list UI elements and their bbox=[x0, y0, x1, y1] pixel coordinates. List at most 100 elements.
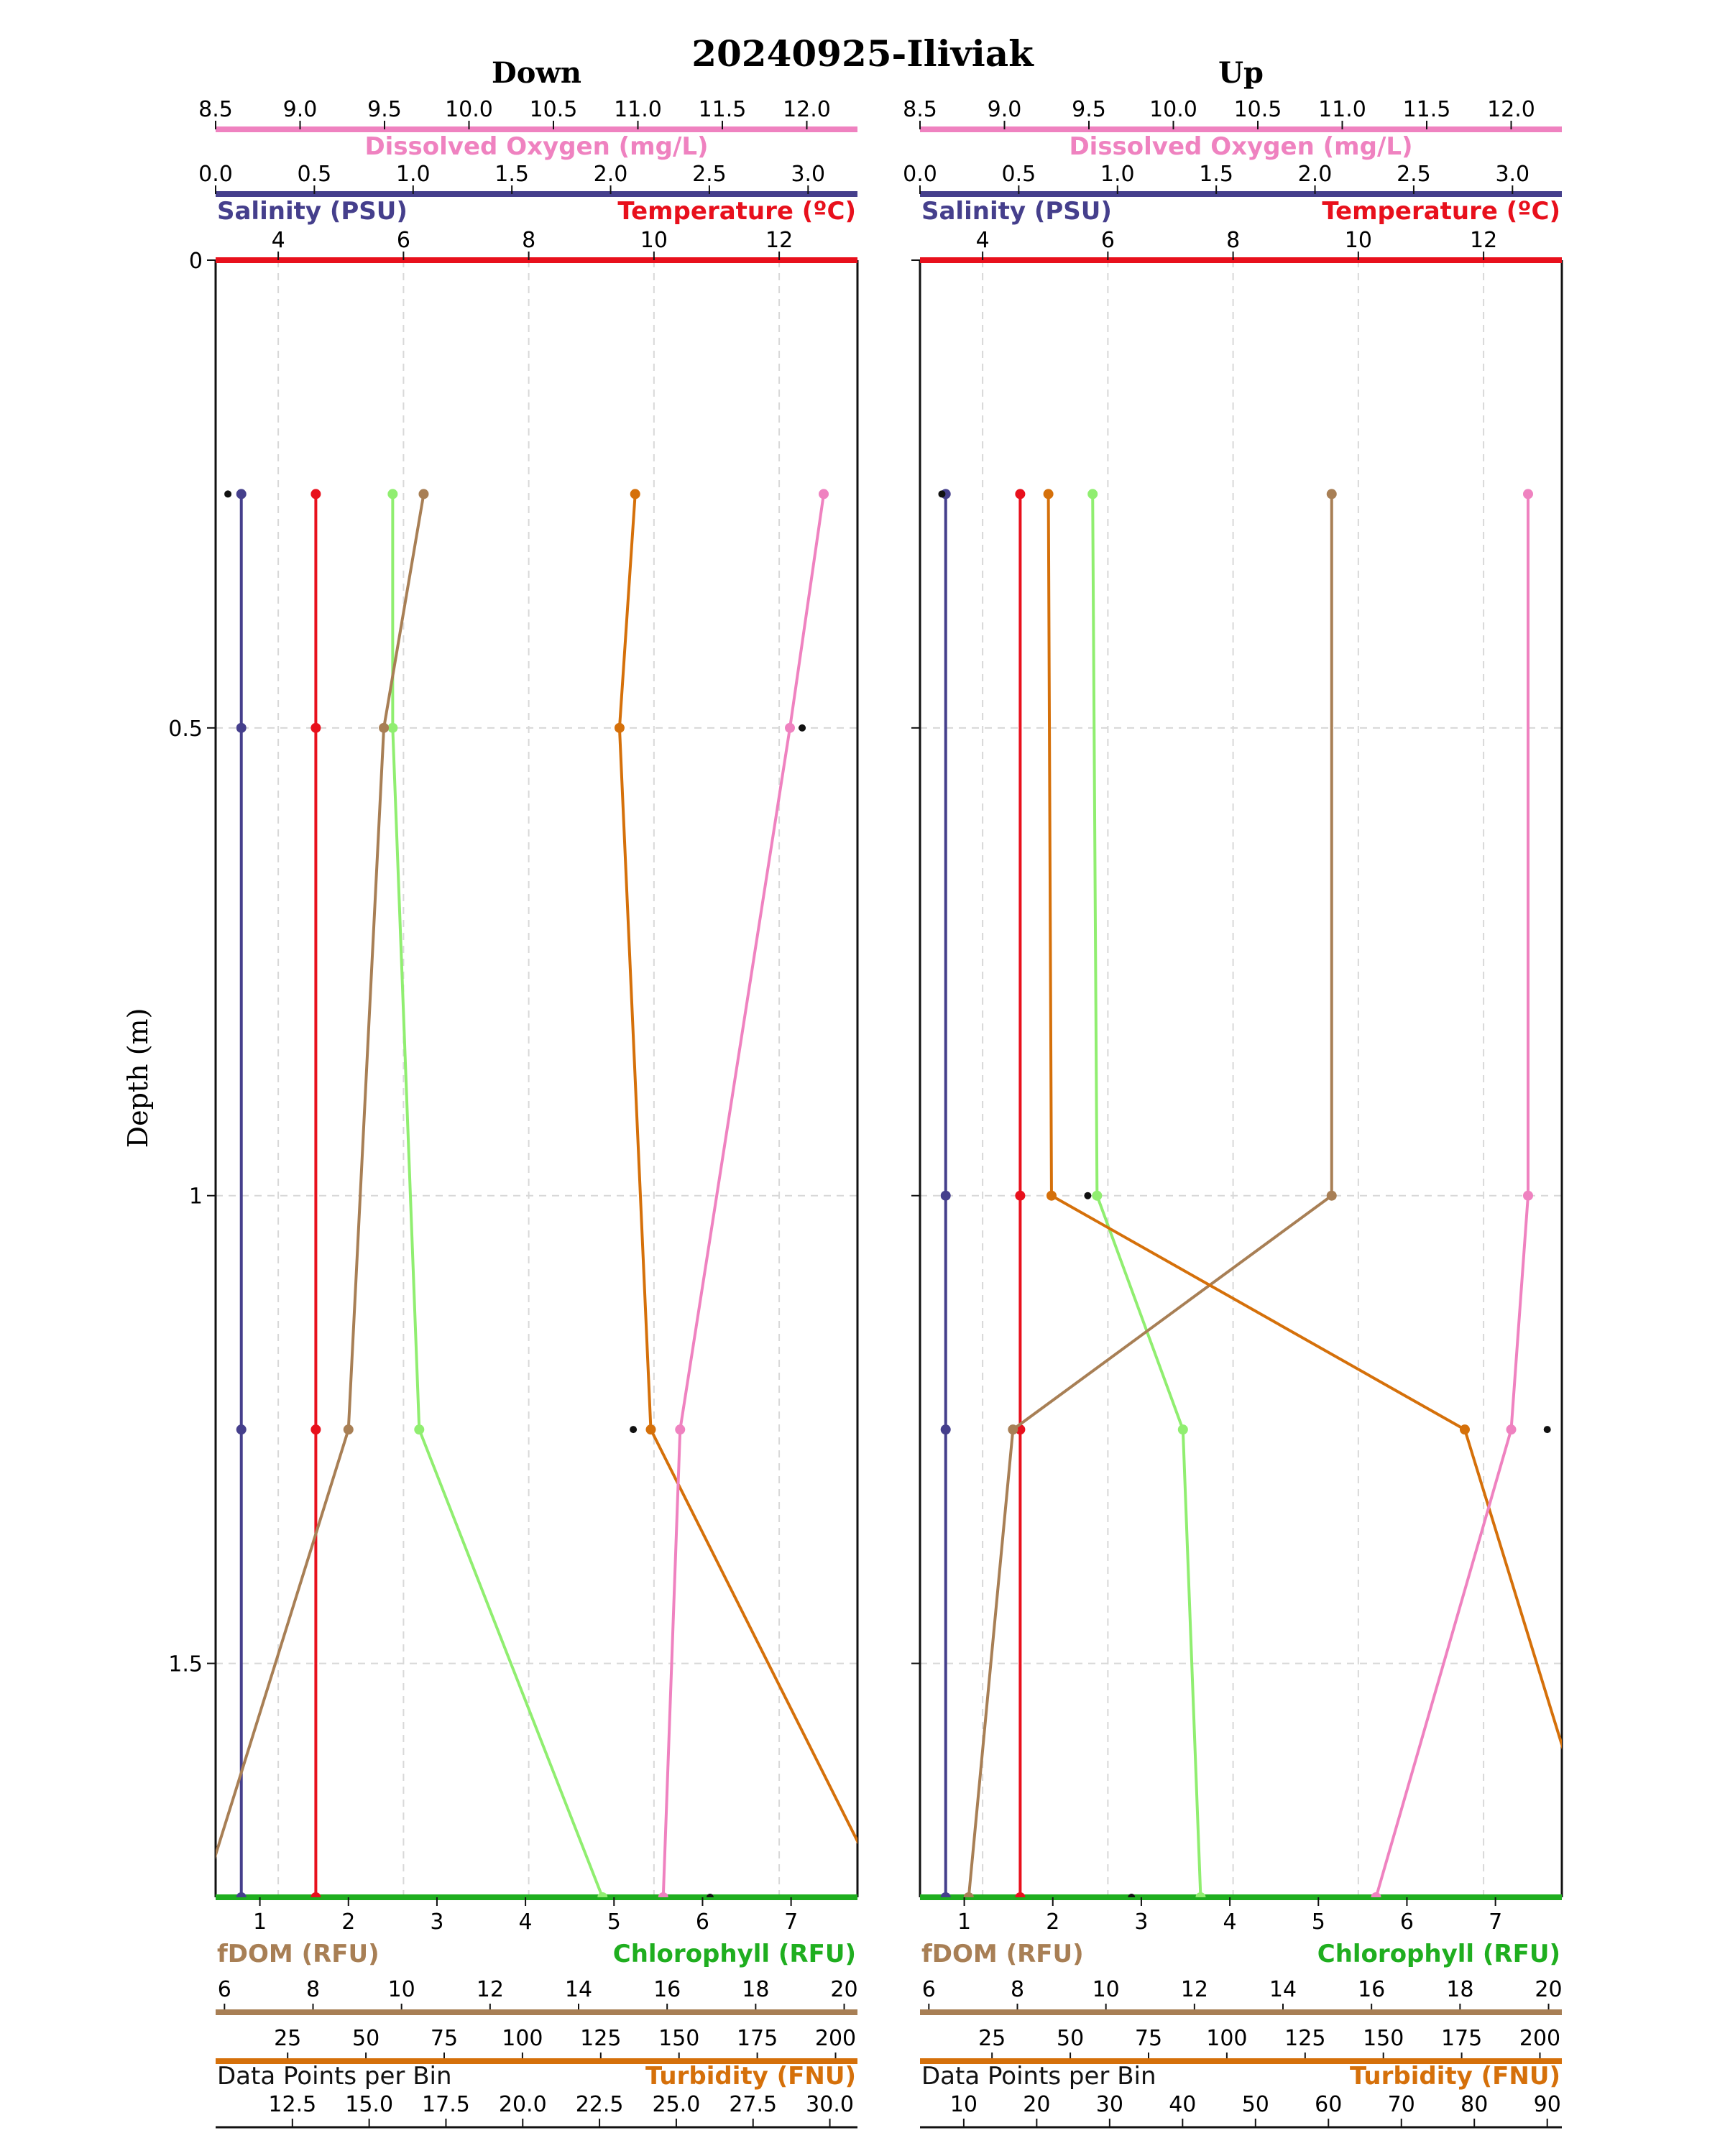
data_points-tick-label: 70 bbox=[1388, 2092, 1415, 2117]
salinity-tick-label: 1.0 bbox=[396, 162, 431, 187]
series-point-turbidity bbox=[614, 722, 625, 733]
turbidity-tick-label: 125 bbox=[1284, 2026, 1325, 2051]
series-line-dissolved-oxygen bbox=[661, 494, 825, 1897]
temperature-tick-label: 8 bbox=[1226, 228, 1240, 253]
fdom-tick-label: 14 bbox=[565, 1977, 592, 2002]
series-line-chlorophyll bbox=[391, 494, 604, 1897]
turbidity-axis-label: Turbidity (FNU) bbox=[645, 2062, 856, 2091]
turbidity-tick-label: 50 bbox=[1057, 2026, 1084, 2051]
panel-up: Up8.5 9.0 9.5 10.0 10.5 11.0 11.5 12.0Dissolved… bbox=[903, 56, 1614, 2129]
series-point-data-points bbox=[630, 1426, 638, 1434]
data_points-tick-label: 30 bbox=[1096, 2092, 1123, 2117]
data_points-tick-label: 50 bbox=[1242, 2092, 1269, 2117]
series-point-dissolved-oxygen bbox=[1506, 1424, 1517, 1435]
chlorophyll-tick-label: 6 bbox=[1400, 1909, 1414, 1935]
salinity-tick-label: 0.5 bbox=[298, 162, 332, 187]
series-line-fdom bbox=[967, 494, 1333, 1897]
dissolved_oxygen-tick-label: 11.0 bbox=[614, 97, 662, 122]
dissolved_oxygen-tick-label: 11.5 bbox=[1403, 97, 1451, 122]
series-point-data-points bbox=[1543, 1426, 1551, 1434]
chlorophyll-tick-label: 2 bbox=[341, 1909, 355, 1935]
dissolved_oxygen-tick-label: 10.5 bbox=[1234, 97, 1282, 122]
data_points-tick-label: 22.5 bbox=[576, 2092, 624, 2117]
series-line-turbidity bbox=[617, 494, 857, 1845]
temperature-axis-label: Temperature (ºC) bbox=[1322, 197, 1560, 226]
series-point-data-points bbox=[224, 490, 232, 498]
series-point-fdom bbox=[343, 1424, 354, 1435]
data_points-tick-label: 90 bbox=[1534, 2092, 1561, 2117]
fdom-tick-label: 12 bbox=[477, 1977, 504, 2002]
series-point-temperature bbox=[310, 722, 321, 733]
series-line-dissolved-oxygen bbox=[1374, 494, 1530, 1897]
series-point-chlorophyll bbox=[414, 1424, 425, 1435]
salinity-tick-label: 2.0 bbox=[1298, 162, 1333, 187]
chlorophyll-tick-label: 3 bbox=[1134, 1909, 1148, 1935]
series-point-fdom bbox=[1008, 1424, 1018, 1435]
temperature-tick-label: 10 bbox=[1345, 228, 1372, 253]
turbidity-tick-label: 25 bbox=[978, 2026, 1006, 2051]
fdom-tick-label: 20 bbox=[1535, 1977, 1562, 2002]
dissolved_oxygen-tick-label: 10.5 bbox=[530, 97, 578, 122]
series-point-turbidity bbox=[645, 1424, 656, 1435]
series-point-chlorophyll bbox=[387, 722, 398, 733]
series-line-turbidity bbox=[1046, 494, 1562, 1750]
fdom-axis-label: fDOM (RFU) bbox=[217, 1940, 380, 1968]
series-point-dissolved-oxygen bbox=[819, 489, 829, 499]
depth-tick-label: 0.5 bbox=[168, 717, 203, 742]
dissolved_oxygen-tick-label: 9.0 bbox=[988, 97, 1022, 122]
chlorophyll-tick-label: 4 bbox=[1223, 1909, 1237, 1935]
turbidity-tick-label: 75 bbox=[1135, 2026, 1162, 2051]
series-point-salinity bbox=[236, 1424, 247, 1435]
data_points-tick-label: 15.0 bbox=[345, 2092, 393, 2117]
series-point-data-points bbox=[938, 490, 946, 498]
turbidity-tick-label: 100 bbox=[1206, 2026, 1247, 2051]
panel-title: Down bbox=[492, 56, 581, 90]
fdom-tick-label: 6 bbox=[218, 1977, 231, 2002]
series-point-salinity bbox=[236, 1892, 247, 1897]
series-point-fdom bbox=[379, 722, 390, 733]
temperature-tick-label: 8 bbox=[522, 228, 535, 253]
dissolved_oxygen-tick-label: 9.5 bbox=[1072, 97, 1106, 122]
temperature-tick-label: 10 bbox=[640, 228, 668, 253]
series-layer bbox=[938, 489, 1614, 1902]
series-point-chlorophyll bbox=[1087, 489, 1098, 499]
data_points-tick-label: 12.5 bbox=[268, 2092, 316, 2117]
series-point-chlorophyll bbox=[1195, 1892, 1206, 1897]
series-point-fdom bbox=[963, 1892, 974, 1897]
series-point-salinity bbox=[236, 489, 247, 499]
data_points-tick-label: 80 bbox=[1460, 2092, 1488, 2117]
series-point-dissolved-oxygen bbox=[675, 1424, 686, 1435]
salinity-tick-label: 1.0 bbox=[1100, 162, 1135, 187]
series-point-temperature bbox=[310, 1424, 321, 1435]
turbidity-tick-label: 200 bbox=[815, 2026, 856, 2051]
fdom-tick-label: 8 bbox=[1011, 1977, 1024, 2002]
chlorophyll-axis-label: Chlorophyll (RFU) bbox=[1317, 1940, 1560, 1968]
salinity-axis-label: Salinity (PSU) bbox=[217, 197, 408, 226]
chlorophyll-tick-label: 7 bbox=[784, 1909, 798, 1935]
series-point-turbidity bbox=[1604, 1892, 1614, 1902]
series-point-dissolved-oxygen bbox=[1371, 1892, 1381, 1897]
data_points-tick-label: 20.0 bbox=[499, 2092, 547, 2117]
fdom-tick-label: 20 bbox=[830, 1977, 857, 2002]
series-point-chlorophyll bbox=[597, 1892, 608, 1897]
dissolved-oxygen-axis-label: Dissolved Oxygen (mg/L) bbox=[1069, 132, 1412, 161]
series-point-temperature bbox=[1015, 1190, 1026, 1201]
fdom-tick-label: 10 bbox=[1092, 1977, 1120, 2002]
series-point-salinity bbox=[940, 1424, 951, 1435]
temperature-tick-label: 12 bbox=[1470, 228, 1497, 253]
turbidity-tick-label: 25 bbox=[274, 2026, 301, 2051]
series-point-temperature bbox=[310, 1892, 321, 1897]
turbidity-tick-label: 125 bbox=[580, 2026, 621, 2051]
fdom-tick-label: 16 bbox=[1358, 1977, 1385, 2002]
y-axis-label: Depth (m) bbox=[122, 1008, 154, 1148]
data_points-tick-label: 27.5 bbox=[729, 2092, 777, 2117]
series-point-temperature bbox=[1015, 1892, 1026, 1897]
data_points-tick-label: 30.0 bbox=[806, 2092, 854, 2117]
temperature-tick-label: 4 bbox=[272, 228, 285, 253]
salinity-tick-label: 3.0 bbox=[791, 162, 825, 187]
series-point-chlorophyll bbox=[1177, 1424, 1188, 1435]
turbidity-tick-label: 175 bbox=[737, 2026, 778, 2051]
